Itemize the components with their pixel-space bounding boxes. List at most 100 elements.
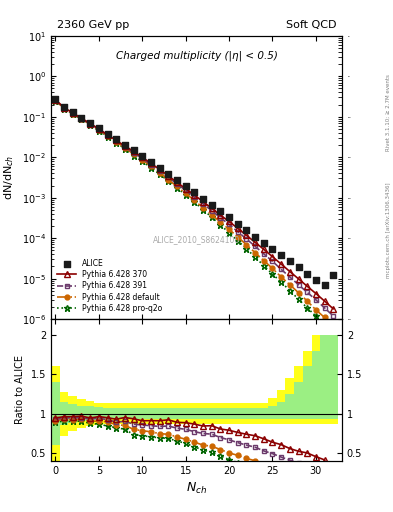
Pythia 6.428 default <box>174 183 179 189</box>
ALICE <box>321 282 328 290</box>
Pythia 6.428 370 <box>218 212 223 218</box>
Pythia 6.428 370 <box>53 97 58 103</box>
Pythia 6.428 pro-q2o <box>149 165 153 171</box>
Pythia 6.428 pro-q2o <box>157 171 162 177</box>
ALICE <box>191 188 197 197</box>
Pythia 6.428 pro-q2o <box>88 122 92 128</box>
Pythia 6.428 default <box>270 265 275 271</box>
Pythia 6.428 370 <box>314 290 318 296</box>
ALICE <box>313 275 319 284</box>
Pythia 6.428 370 <box>209 205 214 211</box>
Pythia 6.428 pro-q2o <box>192 199 196 205</box>
Pythia 6.428 pro-q2o <box>227 229 231 236</box>
Pythia 6.428 default <box>157 170 162 176</box>
Pythia 6.428 391 <box>62 105 66 111</box>
Pythia 6.428 default <box>140 157 145 163</box>
Pythia 6.428 391 <box>253 243 257 249</box>
ALICE <box>105 130 111 138</box>
Pythia 6.428 370 <box>174 179 179 185</box>
Pythia 6.428 370 <box>287 268 292 274</box>
Pythia 6.428 370 <box>88 120 92 126</box>
ALICE <box>261 239 267 247</box>
Pythia 6.428 default <box>314 307 318 313</box>
Pythia 6.428 370 <box>123 143 127 149</box>
Pythia 6.428 pro-q2o <box>331 331 336 337</box>
ALICE <box>235 220 241 228</box>
Pythia 6.428 370 <box>253 239 257 245</box>
Pythia 6.428 pro-q2o <box>287 287 292 293</box>
ALICE <box>200 195 206 203</box>
Pythia 6.428 default <box>322 314 327 321</box>
Pythia 6.428 391 <box>296 282 301 288</box>
ALICE <box>139 152 145 160</box>
Pythia 6.428 pro-q2o <box>296 296 301 302</box>
Pythia 6.428 default <box>218 219 223 225</box>
Pythia 6.428 370 <box>62 104 66 111</box>
Pythia 6.428 default <box>70 111 75 117</box>
Pythia 6.428 pro-q2o <box>79 116 84 122</box>
Pythia 6.428 pro-q2o <box>183 192 188 198</box>
ALICE <box>286 257 293 265</box>
Pythia 6.428 370 <box>235 225 240 231</box>
Pythia 6.428 391 <box>244 236 249 242</box>
Pythia 6.428 391 <box>235 228 240 234</box>
Pythia 6.428 pro-q2o <box>305 305 310 311</box>
Y-axis label: Ratio to ALICE: Ratio to ALICE <box>15 355 25 424</box>
Pythia 6.428 default <box>305 298 310 304</box>
Pythia 6.428 default <box>279 274 283 280</box>
Pythia 6.428 370 <box>192 192 196 198</box>
Pythia 6.428 default <box>235 234 240 240</box>
Pythia 6.428 391 <box>192 194 196 200</box>
Pythia 6.428 pro-q2o <box>174 185 179 191</box>
Pythia 6.428 370 <box>96 126 101 132</box>
Pythia 6.428 pro-q2o <box>62 105 66 112</box>
Y-axis label: dN/dN$_{ch}$: dN/dN$_{ch}$ <box>3 155 17 200</box>
Pythia 6.428 370 <box>70 110 75 116</box>
Pythia 6.428 391 <box>70 110 75 116</box>
ALICE <box>226 213 232 221</box>
ALICE <box>278 251 284 259</box>
Pythia 6.428 391 <box>314 297 318 303</box>
Pythia 6.428 default <box>79 116 84 122</box>
Pythia 6.428 pro-q2o <box>279 279 283 285</box>
Pythia 6.428 pro-q2o <box>201 206 206 212</box>
Text: Charged multiplicity (|η| < 0.5): Charged multiplicity (|η| < 0.5) <box>116 50 277 60</box>
ALICE <box>165 170 171 178</box>
Pythia 6.428 default <box>114 139 119 145</box>
Pythia 6.428 370 <box>201 199 206 205</box>
Legend: ALICE, Pythia 6.428 370, Pythia 6.428 391, Pythia 6.428 default, Pythia 6.428 pr: ALICE, Pythia 6.428 370, Pythia 6.428 39… <box>55 257 165 315</box>
Pythia 6.428 default <box>192 197 196 203</box>
Pythia 6.428 391 <box>279 266 283 272</box>
Pythia 6.428 370 <box>131 148 136 155</box>
Pythia 6.428 370 <box>279 261 283 267</box>
Pythia 6.428 370 <box>270 253 275 260</box>
Pythia 6.428 pro-q2o <box>166 178 171 184</box>
ALICE <box>252 232 258 241</box>
ALICE <box>243 226 250 234</box>
Pythia 6.428 default <box>131 151 136 157</box>
Pythia 6.428 pro-q2o <box>261 263 266 269</box>
Pythia 6.428 370 <box>296 276 301 282</box>
ALICE <box>296 263 302 271</box>
Pythia 6.428 391 <box>227 221 231 227</box>
Pythia 6.428 370 <box>261 246 266 252</box>
Line: Pythia 6.428 pro-q2o: Pythia 6.428 pro-q2o <box>52 97 337 337</box>
Pythia 6.428 370 <box>322 298 327 304</box>
Pythia 6.428 pro-q2o <box>114 140 119 146</box>
ALICE <box>217 207 224 216</box>
Pythia 6.428 391 <box>270 258 275 264</box>
Pythia 6.428 370 <box>105 132 110 138</box>
Pythia 6.428 default <box>261 258 266 264</box>
ALICE <box>182 182 189 190</box>
Pythia 6.428 391 <box>114 138 119 144</box>
ALICE <box>87 118 93 126</box>
Pythia 6.428 default <box>88 121 92 127</box>
Pythia 6.428 default <box>105 133 110 139</box>
Line: Pythia 6.428 370: Pythia 6.428 370 <box>53 97 336 312</box>
Pythia 6.428 pro-q2o <box>314 313 318 319</box>
ALICE <box>269 245 275 253</box>
Text: mcplots.cern.ch [arXiv:1306.3436]: mcplots.cern.ch [arXiv:1306.3436] <box>386 183 391 278</box>
Pythia 6.428 default <box>201 204 206 210</box>
ALICE <box>113 135 119 143</box>
Pythia 6.428 default <box>53 97 58 103</box>
